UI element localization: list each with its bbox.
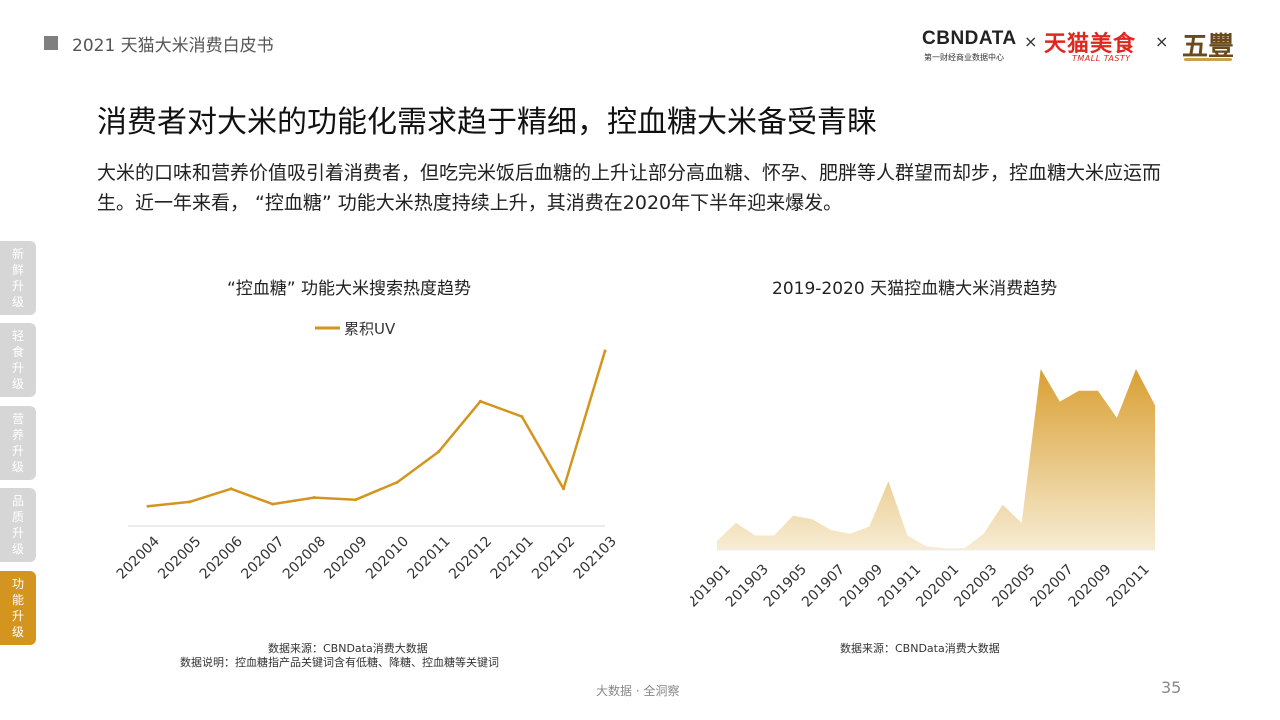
data-point [478, 399, 482, 403]
page-description: 大米的口味和营养价值吸引着消费者，但吃完米饭后血糖的上升让部分高血糖、怀孕、肥胖… [97, 162, 1162, 214]
right-chart-title: 2019-2020 天猫控血糖大米消费趋势 [772, 279, 1058, 299]
report-title: 2021 天猫大米消费白皮书 [72, 36, 274, 56]
x-tick-label: 202102 [529, 534, 578, 583]
wufeng-logo: 五豐 [1182, 32, 1235, 62]
tmall-tasty-logo: 天猫美食 [1044, 32, 1137, 57]
x-tick-label: 202006 [197, 533, 246, 582]
x-tick-label: 202011 [1104, 562, 1153, 611]
side-tab-label: 品质升级 [11, 494, 24, 556]
x-tick-label: 202101 [488, 534, 537, 583]
side-tab-function[interactable]: 功能升级 [0, 571, 36, 645]
x-tick-label: 202008 [280, 534, 329, 583]
data-point [603, 349, 607, 353]
data-point [188, 500, 192, 504]
left-note: 数据说明：控血糖指产品关键词含有低糖、降糖、控血糖等关键词 [180, 656, 499, 669]
search-heat-line-chart: 累积UV 202004202005202006202007202008202009… [114, 320, 620, 583]
partner-logos: CBNDATA 第一财经商业数据中心 × 天猫美食 TMALL TASTY × … [922, 26, 1242, 70]
x-tick-label: 202010 [363, 534, 412, 583]
x-tick-label: 202103 [571, 534, 620, 583]
times-separator: × [1024, 32, 1038, 51]
side-tab-nutrition[interactable]: 营养升级 [0, 406, 36, 480]
page-number: 35 [1161, 678, 1182, 697]
data-point [395, 480, 399, 484]
consumption-area-chart: 2019012019032019052019072019092019112020… [690, 369, 1155, 611]
times-separator: × [1155, 32, 1169, 51]
side-tab-label: 轻食升级 [11, 329, 24, 391]
side-tab-light-food[interactable]: 轻食升级 [0, 323, 36, 397]
side-tab-quality[interactable]: 品质升级 [0, 488, 36, 562]
cbndata-logo-subtitle: 第一财经商业数据中心 [924, 53, 1004, 62]
data-point [354, 498, 358, 502]
data-point [561, 487, 565, 491]
x-tick-label: 202005 [155, 534, 204, 583]
side-tab-label: 功能升级 [11, 577, 24, 639]
data-point [229, 487, 233, 491]
left-chart-title: “控血糖” 功能大米搜索热度趋势 [227, 279, 472, 299]
x-tick-label: 202009 [321, 534, 370, 583]
tmall-tasty-logo-subtitle: TMALL TASTY [1072, 54, 1131, 63]
x-tick-label: 202004 [114, 533, 163, 582]
page-title: 消费者对大米的功能化需求趋于精细，控血糖大米备受青睐 [97, 105, 877, 140]
x-tick-label: 202011 [405, 534, 454, 583]
legend-label: 累积UV [344, 320, 396, 338]
cbndata-logo: CBNDATA [922, 28, 1017, 49]
series-line-cumulative-uv [147, 350, 607, 508]
data-point [520, 415, 524, 419]
data-point [437, 450, 441, 454]
side-tab-label: 营养升级 [11, 412, 24, 474]
data-point [312, 496, 316, 500]
footer-slogan: 大数据 · 全洞察 [596, 684, 680, 698]
data-point [146, 504, 150, 508]
data-point [271, 502, 275, 506]
x-tick-label: 202007 [238, 534, 287, 583]
wufeng-logo-underline [1184, 58, 1232, 61]
header-marker [44, 36, 58, 50]
side-tab-label: 新鲜升级 [11, 247, 24, 309]
side-tab-fresh[interactable]: 新鲜升级 [0, 241, 36, 315]
x-tick-label: 202012 [446, 534, 495, 583]
right-source: 数据来源：CBNData消费大数据 [840, 642, 1000, 655]
left-source: 数据来源：CBNData消费大数据 [268, 642, 428, 655]
series-area-consumption [717, 369, 1155, 550]
